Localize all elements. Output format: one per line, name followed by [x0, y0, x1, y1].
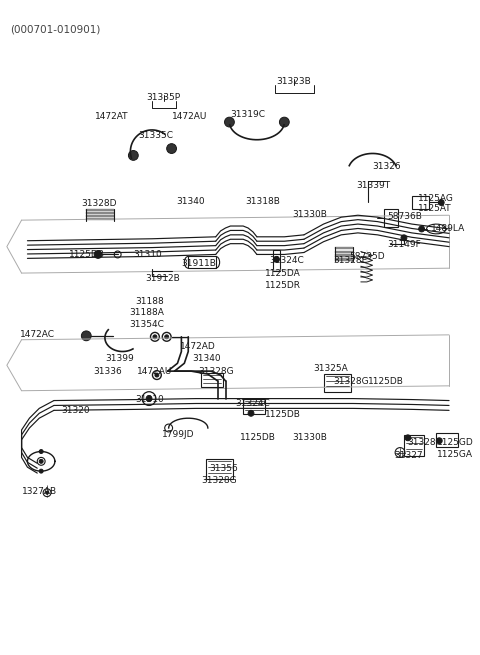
Text: 31911B: 31911B	[181, 259, 216, 269]
Circle shape	[248, 410, 254, 416]
Circle shape	[46, 491, 48, 494]
Text: 1125DB: 1125DB	[240, 433, 276, 442]
Bar	[436, 433, 458, 447]
Text: 31330B: 31330B	[292, 433, 327, 442]
Bar	[336, 250, 353, 253]
Text: 31318B: 31318B	[245, 196, 280, 206]
Circle shape	[279, 117, 289, 127]
Text: 31188: 31188	[135, 297, 164, 306]
Bar	[336, 258, 353, 261]
Text: 1125DB: 1125DB	[69, 250, 105, 259]
Text: 31328F: 31328F	[407, 438, 441, 447]
Bar	[86, 210, 114, 212]
Bar	[336, 254, 353, 257]
Bar	[243, 399, 265, 414]
Text: 31354C: 31354C	[130, 320, 164, 329]
Circle shape	[438, 200, 444, 206]
Bar	[273, 250, 280, 271]
Text: 31188A: 31188A	[130, 309, 164, 318]
Text: 31328G: 31328G	[198, 367, 234, 376]
Text: 31320: 31320	[61, 407, 89, 415]
Circle shape	[153, 335, 157, 339]
Text: 1125DB: 1125DB	[265, 410, 300, 419]
Bar	[86, 215, 114, 217]
Text: 31325A: 31325A	[314, 364, 348, 373]
Text: 31310: 31310	[135, 395, 164, 403]
Text: 31328G: 31328G	[334, 377, 369, 386]
Text: 1472AC: 1472AC	[20, 330, 55, 339]
Circle shape	[274, 256, 279, 262]
Circle shape	[419, 226, 424, 232]
Circle shape	[39, 449, 43, 453]
Text: 31327: 31327	[394, 451, 423, 460]
Text: 31356: 31356	[209, 464, 238, 474]
Text: 1125GA: 1125GA	[437, 449, 473, 458]
Bar	[336, 247, 353, 249]
Circle shape	[129, 151, 138, 160]
Circle shape	[436, 438, 442, 443]
Text: 31335P: 31335P	[147, 92, 181, 102]
Text: 31330B: 31330B	[292, 210, 327, 219]
Circle shape	[146, 396, 152, 402]
Text: 31328E: 31328E	[334, 256, 368, 265]
Text: 1327AB: 1327AB	[22, 487, 57, 496]
Circle shape	[401, 235, 407, 241]
Text: 1125DA: 1125DA	[265, 269, 300, 278]
Text: 31912B: 31912B	[145, 274, 180, 283]
Text: 31319C: 31319C	[230, 110, 265, 119]
Text: 1799JD: 1799JD	[162, 430, 194, 439]
Text: 31340: 31340	[192, 354, 221, 364]
Text: 1472AT: 1472AT	[95, 112, 129, 121]
Text: 31323B: 31323B	[277, 77, 312, 86]
Bar	[412, 196, 430, 210]
Text: (000701-010901): (000701-010901)	[10, 24, 100, 34]
Circle shape	[82, 331, 91, 341]
Text: 31399: 31399	[105, 354, 133, 364]
Text: 58735D: 58735D	[349, 252, 384, 261]
Circle shape	[39, 469, 43, 473]
Bar	[86, 218, 114, 220]
Text: 31326: 31326	[372, 162, 401, 172]
Circle shape	[405, 435, 411, 441]
Text: 31335C: 31335C	[138, 131, 173, 140]
Text: 31339T: 31339T	[356, 181, 390, 190]
Text: 1472AD: 1472AD	[180, 342, 216, 350]
Circle shape	[94, 250, 102, 258]
Text: 31340: 31340	[177, 196, 205, 206]
Text: 1472AU: 1472AU	[171, 112, 207, 121]
Bar	[404, 435, 423, 457]
Text: 31324C: 31324C	[235, 399, 270, 407]
Circle shape	[165, 335, 168, 339]
Circle shape	[167, 143, 177, 153]
Text: 31336: 31336	[93, 367, 122, 376]
Text: 31149F: 31149F	[387, 240, 421, 249]
Circle shape	[155, 373, 159, 377]
Text: 1125AT: 1125AT	[418, 204, 451, 214]
Text: 1472AU: 1472AU	[137, 367, 173, 376]
Bar	[86, 212, 114, 214]
Circle shape	[39, 459, 43, 463]
Text: 1125DB: 1125DB	[368, 377, 404, 386]
Text: 58736B: 58736B	[387, 212, 422, 221]
Bar	[201, 373, 223, 387]
Text: 31328D: 31328D	[82, 198, 117, 208]
Text: 31328G: 31328G	[201, 476, 237, 485]
Text: 1125DR: 1125DR	[265, 281, 301, 290]
Circle shape	[225, 117, 234, 127]
Bar	[206, 459, 233, 479]
Bar	[384, 210, 398, 227]
Bar	[324, 374, 351, 392]
Text: 1125GD: 1125GD	[437, 438, 474, 447]
Text: 31310: 31310	[133, 250, 162, 259]
Text: 31324C: 31324C	[270, 256, 304, 265]
Text: 1125AG: 1125AG	[418, 194, 454, 202]
Text: 1489LA: 1489LA	[432, 224, 466, 233]
